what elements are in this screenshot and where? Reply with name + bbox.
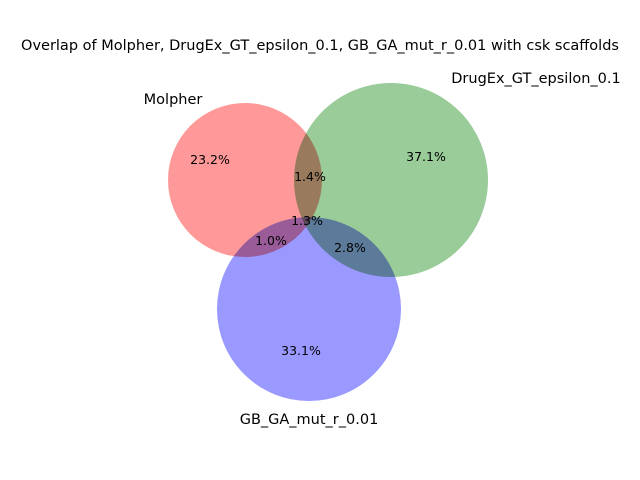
region-label-molpher-drugex_gt_epsilon_0.1-gb_ga_mut_r_0.01: 1.3% bbox=[291, 213, 323, 228]
set-circle-3 bbox=[217, 217, 401, 401]
set-label-2: DrugEx_GT_epsilon_0.1 bbox=[451, 71, 620, 87]
region-label-gb_ga_mut_r_0.01: 33.1% bbox=[281, 343, 321, 358]
region-label-drugex_gt_epsilon_0.1: 37.1% bbox=[406, 149, 446, 164]
set-labels: Molpher DrugEx_GT_epsilon_0.1 GB_GA_mut_r_… bbox=[144, 71, 621, 428]
region-label-drugex_gt_epsilon_0.1-gb_ga_mut_r_0.01: 2.8% bbox=[334, 240, 366, 255]
set-circle-1 bbox=[168, 103, 322, 257]
region-label-molpher-gb_ga_mut_r_0.01: 1.0% bbox=[255, 233, 287, 248]
chart-title: Overlap of Molpher, DrugEx_GT_epsilon_0.… bbox=[21, 38, 619, 54]
region-label-molpher-drugex_gt_epsilon_0.1: 1.4% bbox=[294, 169, 326, 184]
region-label-molpher: 23.2% bbox=[190, 152, 230, 167]
set-label-3: GB_GA_mut_r_0.01 bbox=[240, 412, 379, 428]
set-label-1: Molpher bbox=[144, 92, 203, 108]
region-labels: 23.2% 37.1% 33.1% 1.4% 1.0% 2.8% 1.3% bbox=[190, 149, 446, 358]
set-circles bbox=[168, 83, 488, 401]
